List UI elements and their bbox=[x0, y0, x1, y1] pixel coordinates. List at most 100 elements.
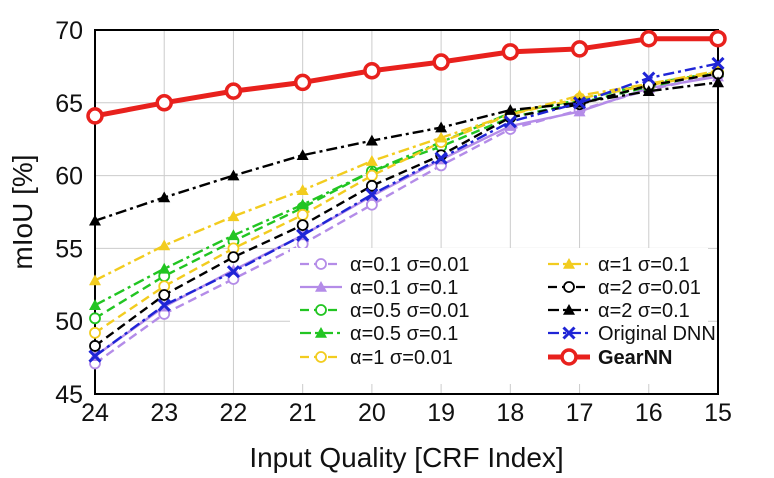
legend-entry: Original DNN bbox=[548, 323, 716, 345]
y-tick-label: 55 bbox=[55, 235, 83, 263]
x-tick-label: 18 bbox=[496, 399, 524, 427]
data-point bbox=[365, 187, 379, 202]
data-point bbox=[560, 348, 578, 366]
data-point bbox=[642, 71, 656, 85]
data-point bbox=[563, 258, 575, 269]
data-point bbox=[315, 351, 327, 363]
axis-ticks: 24 23 22 21 20 19 18 17 16 15 45 50 55 60 65 70 bbox=[55, 17, 732, 427]
data-point bbox=[570, 40, 589, 58]
legend-label: α=0.5 σ=0.01 bbox=[350, 300, 470, 322]
plot-frame bbox=[94, 29, 719, 395]
data-point bbox=[573, 89, 586, 101]
y-tick-label: 45 bbox=[55, 381, 83, 409]
data-point bbox=[296, 198, 309, 210]
legend-entry: α=0.5 σ=0.1 bbox=[300, 323, 458, 345]
legend-label: α=1 σ=0.01 bbox=[350, 347, 453, 369]
legend-label: α=1 σ=0.1 bbox=[598, 254, 690, 276]
data-point bbox=[158, 191, 171, 203]
data-point bbox=[224, 82, 243, 100]
data-point bbox=[89, 326, 101, 339]
x-tick-label: 15 bbox=[704, 399, 732, 427]
data-point bbox=[640, 29, 658, 48]
data-point bbox=[563, 281, 575, 293]
data-point bbox=[89, 312, 101, 325]
data-point bbox=[503, 115, 517, 129]
legend: α=0.1 σ=0.01α=0.1 σ=0.1α=0.5 σ=0.01α=0.5… bbox=[300, 254, 716, 369]
data-point bbox=[158, 239, 171, 251]
data-point bbox=[296, 228, 310, 242]
data-point bbox=[293, 73, 312, 92]
legend-entry: α=2 σ=0.1 bbox=[548, 300, 690, 322]
data-point bbox=[296, 184, 309, 195]
data-point bbox=[89, 214, 101, 226]
data-point bbox=[711, 56, 725, 71]
data-point bbox=[89, 274, 101, 286]
series-line bbox=[94, 71, 719, 334]
data-point bbox=[157, 298, 171, 312]
data-point bbox=[365, 155, 378, 166]
data-point bbox=[89, 299, 101, 310]
data-point bbox=[709, 29, 727, 48]
data-point bbox=[365, 198, 378, 211]
x-tick-label: 20 bbox=[358, 399, 386, 427]
data-point bbox=[227, 229, 240, 241]
y-tick-label: 50 bbox=[55, 308, 83, 336]
legend-entry: GearNN bbox=[548, 347, 672, 369]
legend-label: α=0.5 σ=0.1 bbox=[350, 323, 458, 345]
data-point bbox=[155, 94, 173, 112]
data-point bbox=[315, 304, 327, 316]
x-tick-label: 23 bbox=[150, 399, 178, 427]
data-point bbox=[434, 151, 448, 165]
series-line bbox=[94, 81, 719, 222]
y-tick-label: 60 bbox=[55, 163, 83, 191]
data-point bbox=[227, 210, 240, 222]
legend-entry: α=0.5 σ=0.01 bbox=[300, 300, 470, 322]
data-point bbox=[315, 327, 327, 338]
data-point bbox=[712, 76, 724, 88]
x-tick-label: 17 bbox=[566, 399, 594, 427]
data-point bbox=[296, 209, 309, 221]
data-point bbox=[501, 43, 520, 61]
data-point bbox=[435, 131, 448, 143]
data-point bbox=[226, 265, 241, 279]
series-line bbox=[94, 75, 719, 358]
series-line bbox=[94, 69, 719, 282]
series-layer bbox=[86, 29, 727, 370]
data-point bbox=[365, 169, 378, 182]
data-point bbox=[89, 340, 101, 352]
x-tick-label: 21 bbox=[289, 399, 317, 427]
data-point bbox=[435, 121, 448, 133]
series-original-dnn bbox=[88, 56, 725, 363]
legend-entry: α=1 σ=0.01 bbox=[300, 347, 453, 369]
y-tick-label: 65 bbox=[55, 90, 83, 118]
data-point bbox=[227, 169, 240, 181]
data-point bbox=[158, 262, 171, 274]
legend-label: α=0.1 σ=0.01 bbox=[350, 254, 470, 276]
legend-entry: α=2 σ=0.01 bbox=[548, 277, 701, 299]
data-point bbox=[158, 289, 171, 301]
data-point bbox=[315, 258, 327, 270]
legend-entry: α=1 σ=0.1 bbox=[548, 254, 690, 276]
legend-label: α=2 σ=0.1 bbox=[598, 300, 690, 322]
series-line bbox=[94, 71, 719, 307]
legend-label: Original DNN bbox=[598, 323, 716, 345]
legend-entry: α=0.1 σ=0.1 bbox=[300, 277, 458, 299]
y-tick-label: 70 bbox=[55, 17, 83, 45]
data-point bbox=[642, 85, 655, 96]
data-point bbox=[363, 62, 381, 80]
data-point bbox=[296, 219, 309, 232]
y-axis-label: mIoU [%] bbox=[7, 154, 38, 269]
data-point bbox=[365, 134, 378, 146]
x-tick-label: 19 bbox=[427, 399, 455, 427]
series-line bbox=[94, 62, 719, 358]
data-point bbox=[572, 96, 587, 110]
series-line bbox=[94, 72, 719, 347]
legend-label: GearNN bbox=[598, 347, 672, 369]
data-point bbox=[296, 149, 309, 161]
data-point bbox=[365, 179, 378, 192]
legend-entry: α=0.1 σ=0.01 bbox=[300, 254, 470, 276]
x-tick-label: 16 bbox=[635, 399, 663, 427]
x-axis-label: Input Quality [CRF Index] bbox=[249, 442, 563, 473]
data-point bbox=[504, 120, 517, 131]
